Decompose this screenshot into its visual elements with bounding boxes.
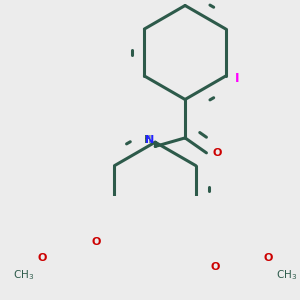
- Text: O: O: [38, 253, 47, 263]
- Text: H: H: [143, 135, 151, 146]
- Text: O: O: [211, 262, 220, 272]
- Text: CH$_3$: CH$_3$: [13, 268, 34, 282]
- Text: O: O: [263, 253, 272, 263]
- Text: N: N: [145, 135, 154, 146]
- Text: O: O: [213, 148, 222, 158]
- Text: CH$_3$: CH$_3$: [276, 268, 297, 282]
- Text: I: I: [236, 72, 240, 85]
- Text: O: O: [92, 237, 101, 248]
